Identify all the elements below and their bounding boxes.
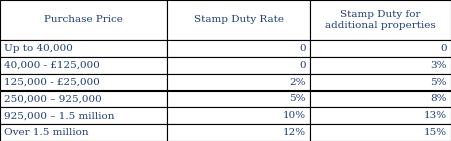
Bar (167, 74, 310, 91)
Text: 0: 0 (299, 44, 306, 53)
Text: 250,000 – 925,000: 250,000 – 925,000 (4, 94, 102, 103)
Text: 12%: 12% (283, 128, 306, 137)
Text: 125,000 - £25,000: 125,000 - £25,000 (4, 78, 100, 87)
Text: 3%: 3% (431, 61, 447, 70)
Text: 0: 0 (440, 44, 447, 53)
Text: 0: 0 (299, 61, 306, 70)
Bar (167, 91, 310, 107)
Bar (310, 57, 451, 74)
Text: Up to 40,000: Up to 40,000 (4, 44, 73, 53)
Bar (310, 107, 451, 124)
Bar (0, 91, 167, 107)
Bar (167, 107, 310, 124)
Text: 2%: 2% (290, 78, 306, 87)
Text: Stamp Duty for
additional properties: Stamp Duty for additional properties (325, 10, 436, 30)
Bar (0, 74, 167, 91)
Bar (167, 57, 310, 74)
Bar (0, 57, 167, 74)
Text: 10%: 10% (283, 111, 306, 120)
Bar (310, 124, 451, 141)
Text: Stamp Duty Rate: Stamp Duty Rate (193, 16, 284, 25)
Text: 13%: 13% (424, 111, 447, 120)
Bar (167, 0, 310, 40)
Bar (310, 0, 451, 40)
Text: 5%: 5% (431, 78, 447, 87)
Bar (0, 40, 167, 57)
Bar (310, 74, 451, 91)
Bar (0, 0, 167, 40)
Text: Over 1.5 million: Over 1.5 million (4, 128, 89, 137)
Bar (0, 107, 167, 124)
Text: Purchase Price: Purchase Price (44, 16, 123, 25)
Text: 925,000 – 1.5 million: 925,000 – 1.5 million (4, 111, 115, 120)
Bar (0, 124, 167, 141)
Bar (167, 124, 310, 141)
Text: 8%: 8% (431, 94, 447, 103)
Bar (310, 91, 451, 107)
Text: 5%: 5% (290, 94, 306, 103)
Bar (310, 40, 451, 57)
Bar (167, 40, 310, 57)
Text: 40,000 - £125,000: 40,000 - £125,000 (4, 61, 100, 70)
Text: 15%: 15% (424, 128, 447, 137)
